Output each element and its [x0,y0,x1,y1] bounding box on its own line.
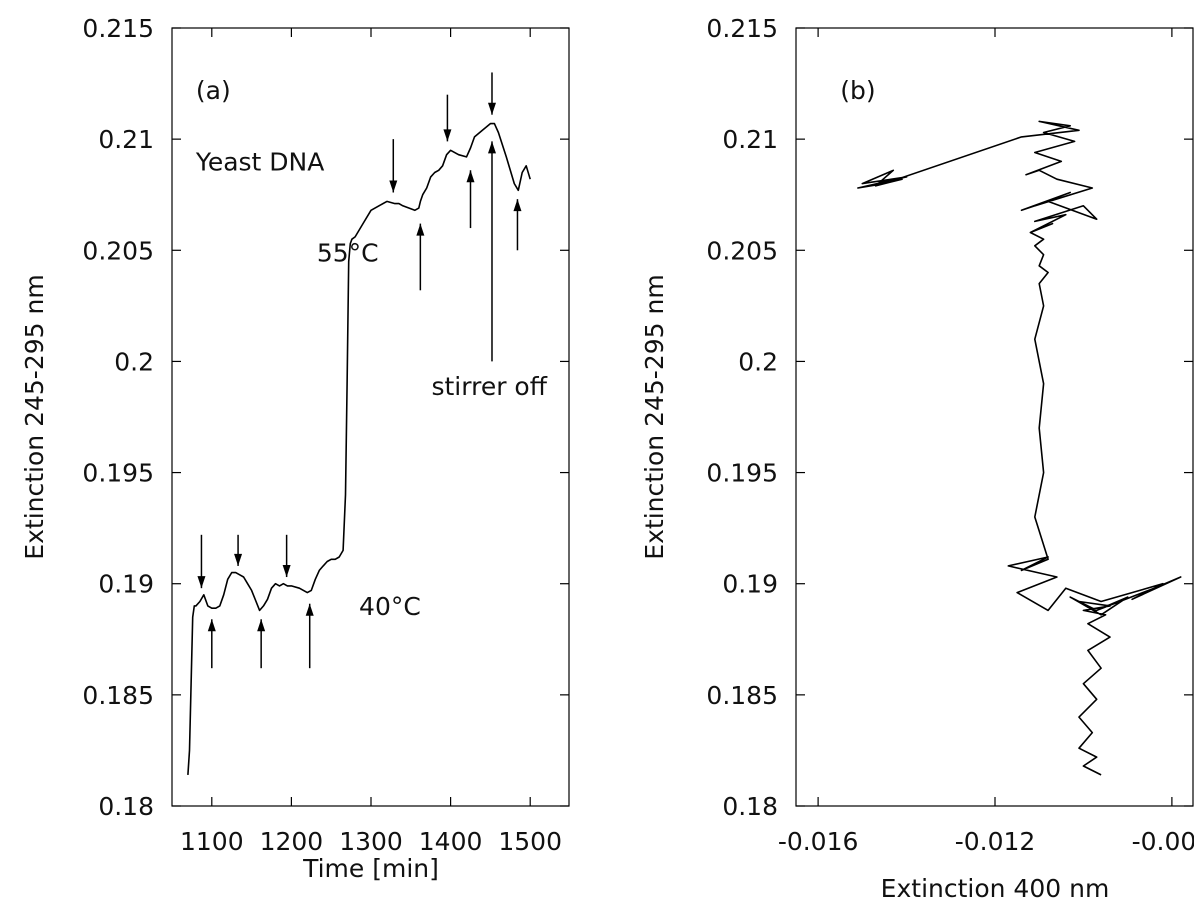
y-tick-label: 0.2 [114,347,154,376]
y-tick-label: 0.205 [706,236,778,265]
arrow-down-icon [487,102,496,115]
x-tick-label: -0.012 [955,827,1036,856]
y-axis-label: Extinction 245-295 nm [20,274,49,559]
annotation-label: (b) [840,76,875,105]
y-tick-label: 0.18 [722,792,778,821]
data-series-line [857,120,1182,776]
chart-panel-a: 0.18 0.185 0.19 0.195 0.2 0.205 0.21 0.215 1100 1… [20,14,570,883]
y-tick-label: 0.215 [82,14,154,43]
y-axis-label: Extinction 245-295 nm [640,274,669,559]
y-tick-label: 0.185 [82,681,154,710]
x-axis-label: Time [min] [302,854,439,883]
x-tick-label: -0.008 [1132,827,1194,856]
x-tick-label: 1300 [339,827,403,856]
annotation-label: 55°C [317,238,379,267]
arrow-up-icon [207,619,216,632]
annotation-label: Yeast DNA [195,147,324,176]
y-tick-label: 0.21 [98,125,154,154]
arrow-up-icon [305,603,314,616]
arrow-down-icon [389,180,398,193]
y-tick-label: 0.195 [706,459,778,488]
y-tick-label: 0.19 [722,570,778,599]
y-tick-label: 0.19 [98,570,154,599]
y-tick-label: 0.185 [706,681,778,710]
y-tick-label: 0.21 [722,125,778,154]
arrow-down-icon [234,553,243,566]
arrow-down-icon [282,565,291,578]
chart-panel-b: 0.18 0.185 0.19 0.195 0.2 0.205 0.21 0.215 -0.01… [640,14,1194,903]
data-series-line [187,122,531,775]
x-tick-label: 1400 [419,827,483,856]
arrow-up-icon [257,619,266,632]
y-tick-label: 0.2 [738,347,778,376]
plot-frame [795,27,1194,807]
y-tick-label: 0.215 [706,14,778,43]
y-tick-label: 0.195 [82,459,154,488]
arrow-up-icon [466,170,475,183]
x-tick-label: -0.016 [778,827,859,856]
y-tick-label: 0.205 [82,236,154,265]
arrow-down-icon [443,129,452,142]
arrow-up-icon [513,199,522,212]
annotation-label: 40°C [359,592,421,621]
y-tick-label: 0.18 [98,792,154,821]
x-tick-label: 1500 [498,827,562,856]
arrow-down-icon [197,576,206,589]
arrow-up-icon [416,223,425,236]
annotation-label: stirrer off [431,372,547,401]
arrow-up-icon [487,141,496,154]
x-tick-label: 1200 [260,827,324,856]
annotation-label: (a) [196,76,231,105]
plot-frame [171,27,570,807]
x-axis-label: Extinction 400 nm [881,874,1110,903]
x-tick-label: 1100 [180,827,244,856]
